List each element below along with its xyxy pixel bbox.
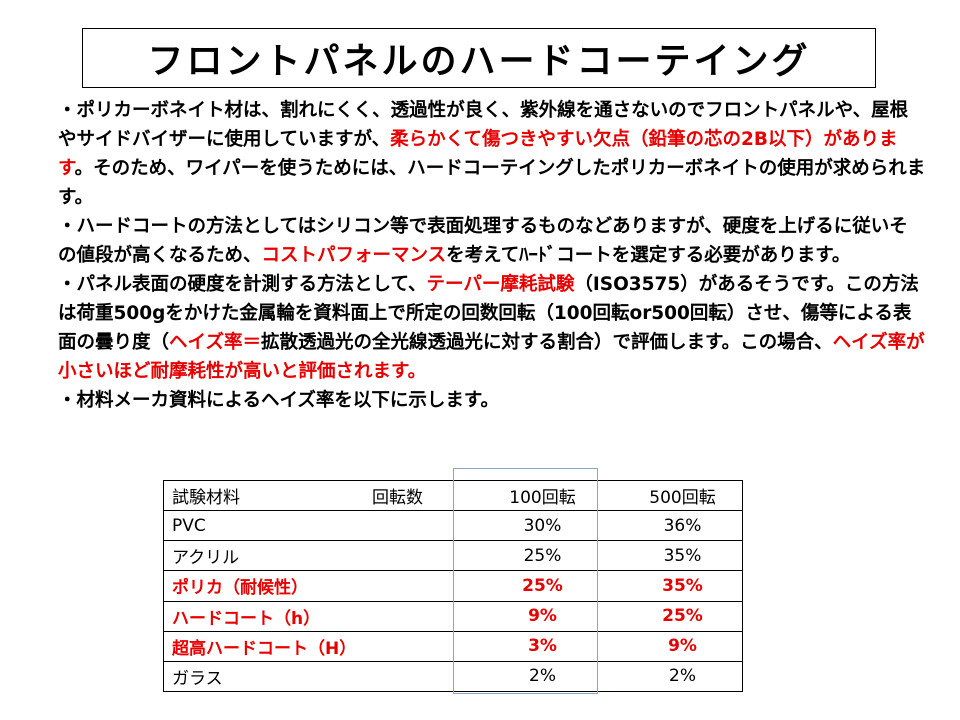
table-row: アクリル 25% 35%: [164, 540, 742, 572]
paragraph-4: ・材料メーカ資料によるヘイズ率を以下に示します。: [58, 386, 926, 415]
highlight-text: テーパー摩耗試験: [426, 274, 575, 295]
material-name: 超高ハードコート（H）: [164, 631, 462, 662]
header-material-label: 試験材料: [172, 488, 240, 509]
value-100: 3%: [462, 631, 623, 662]
material-name: PVC: [164, 510, 462, 542]
value-100: 2%: [529, 666, 556, 687]
paragraph-2: ・ハードコートの方法としてはシリコン等で表面処理するものなどありますが、硬度を上…: [58, 212, 926, 270]
table-row: 超高ハードコート（H） 3% 9%: [164, 631, 742, 662]
value-100: 30%: [462, 510, 623, 542]
highlight-text: ヘイズ率＝: [169, 332, 261, 353]
value-100: 9%: [462, 601, 623, 632]
page-title: フロントパネルのハードコーテイング: [147, 41, 811, 82]
body-text: ・ポリカーボネイト材は、割れにくく、透過性が良く、紫外線を通さないのでフロントパ…: [58, 96, 926, 415]
value-500: 2%: [669, 666, 696, 687]
table-row: ハードコート（h） 9% 25%: [164, 601, 742, 632]
value-500: 35%: [623, 540, 742, 572]
table-row: ポリカ（耐候性） 25% 35%: [164, 570, 742, 602]
text-span: 拡散透過光の全光線透過光に対する割合）で評価します。この場合、: [260, 332, 833, 353]
title-box: フロントパネルのハードコーテイング: [82, 28, 876, 88]
text-span: ・材料メーカ資料によるヘイズ率を以下に示します。: [58, 390, 500, 411]
header-cell-100: 100回転: [462, 481, 623, 512]
text-span: ・ハードコートの方法としてはシリコン等で表面処理するものなどありますが、硬度を上…: [58, 216, 908, 266]
value-500: 25%: [623, 601, 742, 632]
table-row: PVC 30% 36%: [164, 510, 742, 542]
paragraph-3: ・パネル表面の硬度を計測する方法として、テーパー摩耗試験（ISO3575）がある…: [58, 270, 926, 386]
haze-table: 試験材料 回転数 100回転 500回転 PVC 30% 36% アクリル 25%…: [163, 480, 743, 692]
table-header-row: 試験材料 回転数 100回転 500回転: [164, 481, 742, 512]
material-name: ポリカ（耐候性）: [164, 570, 462, 602]
value-100: 25%: [462, 570, 623, 602]
highlight-text: 柔らかくて傷つきやすい欠点（鉛筆の芯の2B以下）があります: [58, 129, 898, 179]
material-name: アクリル: [164, 540, 462, 572]
value-100: 25%: [462, 540, 623, 572]
value-500: 36%: [623, 510, 742, 542]
text-span: ・パネル表面の硬度を計測する方法として、: [58, 274, 427, 295]
highlight-text: コストパフォーマンス: [261, 245, 447, 266]
paragraph-1: ・ポリカーボネイト材は、割れにくく、透過性が良く、紫外線を通さないのでフロントパ…: [58, 96, 926, 212]
value-500: 9%: [623, 631, 742, 662]
text-span: 。そのため、ワイパーを使うためには、ハードコーテイングしたポリカーボネイトの使用…: [58, 158, 926, 208]
material-name: ハードコート（h）: [164, 601, 462, 632]
header-cell-material: 試験材料 回転数: [164, 481, 462, 512]
highlight-text: ヘイズ率が小さいほど耐摩耗性が高いと評価されます。: [58, 332, 925, 382]
material-name: ガラス: [172, 668, 223, 689]
header-cell-500: 500回転: [623, 481, 742, 512]
value-500: 35%: [623, 570, 742, 602]
text-span: を考えてﾊｰﾄﾞコートを選定する必要があります。: [446, 245, 851, 266]
text-span: （ISO3575）があるそうです。この方法は荷重500gをかけた金属輪を資料面上…: [58, 274, 919, 353]
table-row: ガラス 2% 2%: [164, 661, 742, 691]
text-span: ・ポリカーボネイト材は、割れにくく、透過性が良く、紫外線を通さないのでフロントパ…: [58, 100, 909, 150]
header-rotation-label: 回転数: [372, 488, 423, 509]
